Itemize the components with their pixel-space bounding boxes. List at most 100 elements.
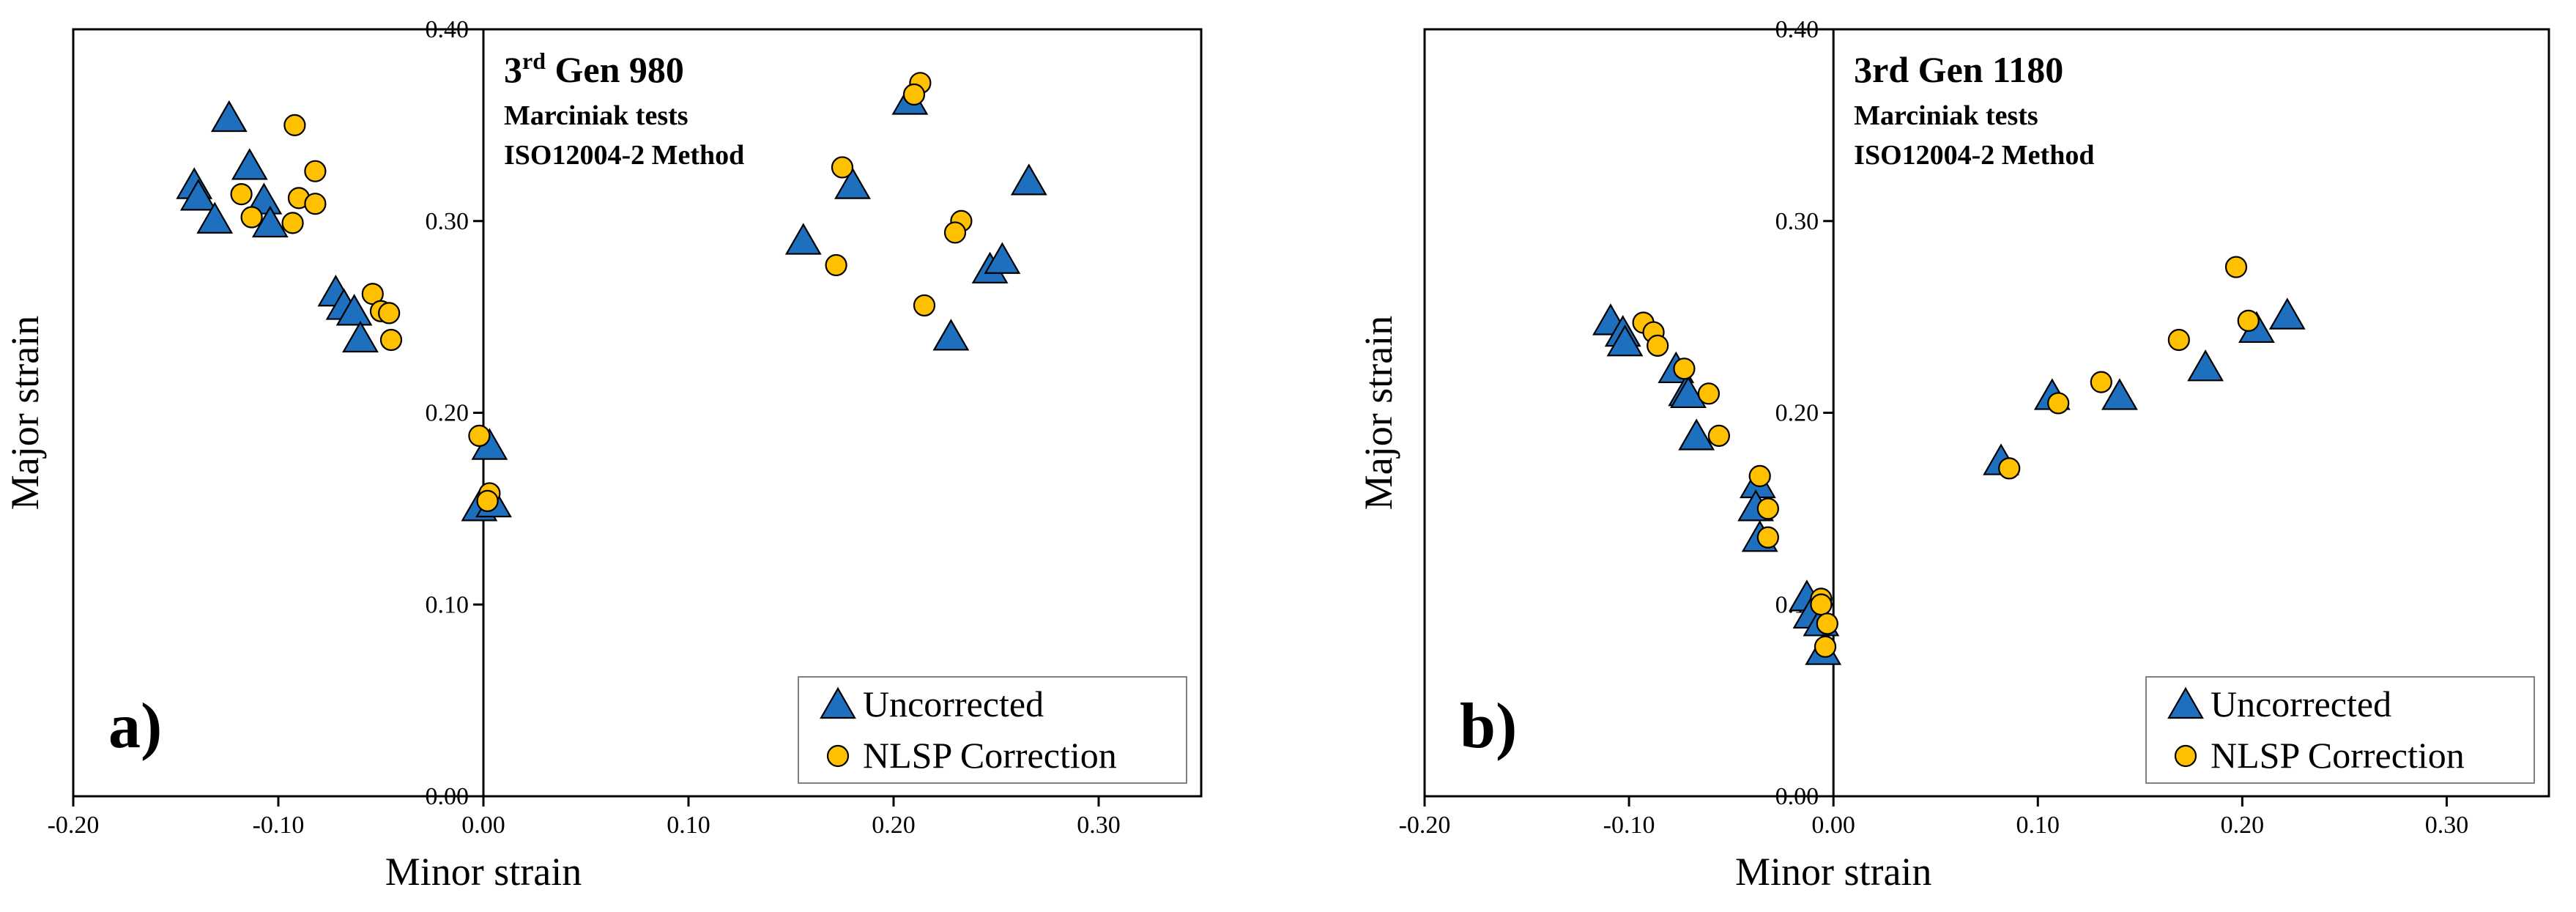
data-point-nlsp-correction <box>230 183 253 206</box>
series-uncorrected <box>1592 297 2306 665</box>
y-tick-label: 0.10 <box>426 591 469 618</box>
data-point-nlsp-correction <box>1756 497 1779 520</box>
data-point-nlsp-correction <box>1748 464 1771 487</box>
plot-frame <box>72 28 1203 798</box>
data-point-nlsp-correction <box>468 424 491 448</box>
chart-title: 3rd Gen 980 <box>504 48 684 90</box>
data-point-uncorrected <box>179 179 217 211</box>
legend: Uncorrected NLSP Correction <box>2145 676 2535 784</box>
data-point-nlsp-correction <box>379 328 403 352</box>
x-tick-label: 0.20 <box>2221 812 2265 839</box>
data-point-nlsp-correction <box>1647 334 1669 357</box>
chart-subtitle-2: ISO12004-2 Method <box>1854 140 2094 171</box>
x-tick-label: -0.10 <box>253 812 305 839</box>
legend-label: NLSP Correction <box>863 735 1117 776</box>
data-point-uncorrected <box>984 242 1021 274</box>
data-point-nlsp-correction <box>1707 424 1730 448</box>
chart-panel-b: -0.20-0.100.000.100.200.300.000.100.200.… <box>1356 16 2550 894</box>
data-point-uncorrected <box>1670 376 1707 409</box>
data-point-nlsp-correction <box>1814 635 1837 658</box>
data-point-uncorrected <box>932 319 970 351</box>
data-point-uncorrected <box>2268 297 2306 330</box>
x-tick-label: 0.10 <box>2016 812 2060 839</box>
panel-label: b) <box>1460 691 1517 762</box>
series-nlsp-correction <box>1632 256 2260 658</box>
data-point-nlsp-correction <box>1673 357 1696 380</box>
data-point-nlsp-correction <box>2224 256 2248 278</box>
data-point-nlsp-correction <box>902 83 926 106</box>
legend-marker-uncorrected <box>2167 686 2204 719</box>
legend-label: Uncorrected <box>2211 683 2391 724</box>
data-point-uncorrected <box>1010 163 1047 196</box>
data-point-nlsp-correction <box>1816 612 1838 635</box>
data-point-uncorrected <box>834 167 871 199</box>
data-point-nlsp-correction <box>476 489 499 513</box>
series-uncorrected <box>176 83 1047 522</box>
legend-box <box>798 676 1187 784</box>
legend-marker-nlsp-correction <box>826 744 850 768</box>
legend-label: Uncorrected <box>863 683 1044 724</box>
legend-marker-nlsp-correction <box>2174 744 2197 768</box>
data-point-nlsp-correction <box>1697 382 1721 405</box>
series-nlsp-correction <box>230 72 973 513</box>
x-tick-label: 0.30 <box>1077 812 1121 839</box>
data-point-nlsp-correction <box>2167 328 2190 352</box>
y-tick-label: 0.30 <box>426 208 469 235</box>
y-tick-label: 0.00 <box>1775 783 1819 810</box>
data-point-nlsp-correction <box>2090 371 2112 393</box>
data-point-uncorrected <box>210 100 248 133</box>
y-tick-label: 0.20 <box>426 400 469 427</box>
data-point-nlsp-correction <box>831 156 854 179</box>
chart-title-main: 3rd Gen 1180 <box>1854 49 2063 90</box>
data-point-nlsp-correction <box>240 206 263 229</box>
data-point-nlsp-correction <box>2047 392 2070 415</box>
y-tick-label: 0.40 <box>1775 16 1819 43</box>
y-axis-title: Major strain <box>3 316 47 510</box>
data-point-nlsp-correction <box>378 302 401 325</box>
x-tick-label: -0.10 <box>1603 812 1655 839</box>
data-point-nlsp-correction <box>304 193 327 215</box>
plot-frame <box>1423 28 2550 798</box>
data-point-nlsp-correction <box>281 212 304 234</box>
chart-panel-a: -0.20 -0.10 0.00 0.10 0.20 0.30 0.00 0.10 0.20 0.… <box>3 16 1203 894</box>
chart-title-main: 3 <box>504 49 522 90</box>
data-point-uncorrected <box>245 182 283 215</box>
x-tick-label: -0.20 <box>1399 812 1451 839</box>
legend-label: NLSP Correction <box>2211 735 2465 776</box>
x-tick-label: 0.10 <box>667 812 710 839</box>
x-tick-label: 0.30 <box>2425 812 2469 839</box>
x-axis-title: Minor strain <box>385 850 582 894</box>
x-tick-label: 0.20 <box>872 812 916 839</box>
data-point-uncorrected <box>335 294 373 326</box>
data-point-uncorrected <box>2187 349 2224 382</box>
chart-title-rest: Gen 980 <box>546 49 684 90</box>
legend-box <box>2145 676 2535 784</box>
panel-label: a) <box>108 691 162 762</box>
data-point-uncorrected <box>1678 418 1715 451</box>
data-point-uncorrected <box>784 223 822 255</box>
chart-title-superscript: rd <box>522 48 546 74</box>
data-point-nlsp-correction <box>2237 309 2260 332</box>
x-tick-label: 0.00 <box>1811 812 1855 839</box>
legend-marker-uncorrected <box>820 686 856 719</box>
x-tick-label: 0.00 <box>461 812 505 839</box>
data-point-uncorrected <box>251 205 289 238</box>
x-tick-label: -0.20 <box>48 812 100 839</box>
data-point-nlsp-correction <box>1998 457 2021 480</box>
data-point-nlsp-correction <box>825 253 847 277</box>
chart-subtitle-1: Marciniak tests <box>1854 100 2038 131</box>
x-axis-title: Minor strain <box>1735 850 1931 894</box>
y-tick-label: 0.40 <box>426 16 469 43</box>
y-tick-label: 0.00 <box>426 783 469 810</box>
chart-title: 3rd Gen 1180 <box>1854 49 2063 90</box>
data-point-uncorrected <box>342 320 379 353</box>
legend: Uncorrected NLSP Correction <box>798 676 1187 784</box>
data-point-nlsp-correction <box>1810 593 1833 616</box>
data-point-nlsp-correction <box>1756 526 1779 549</box>
y-tick-label: 0.20 <box>1775 400 1819 427</box>
y-axis-title: Major strain <box>1356 316 1400 510</box>
data-point-nlsp-correction <box>304 160 327 182</box>
data-point-uncorrected <box>1606 325 1644 357</box>
